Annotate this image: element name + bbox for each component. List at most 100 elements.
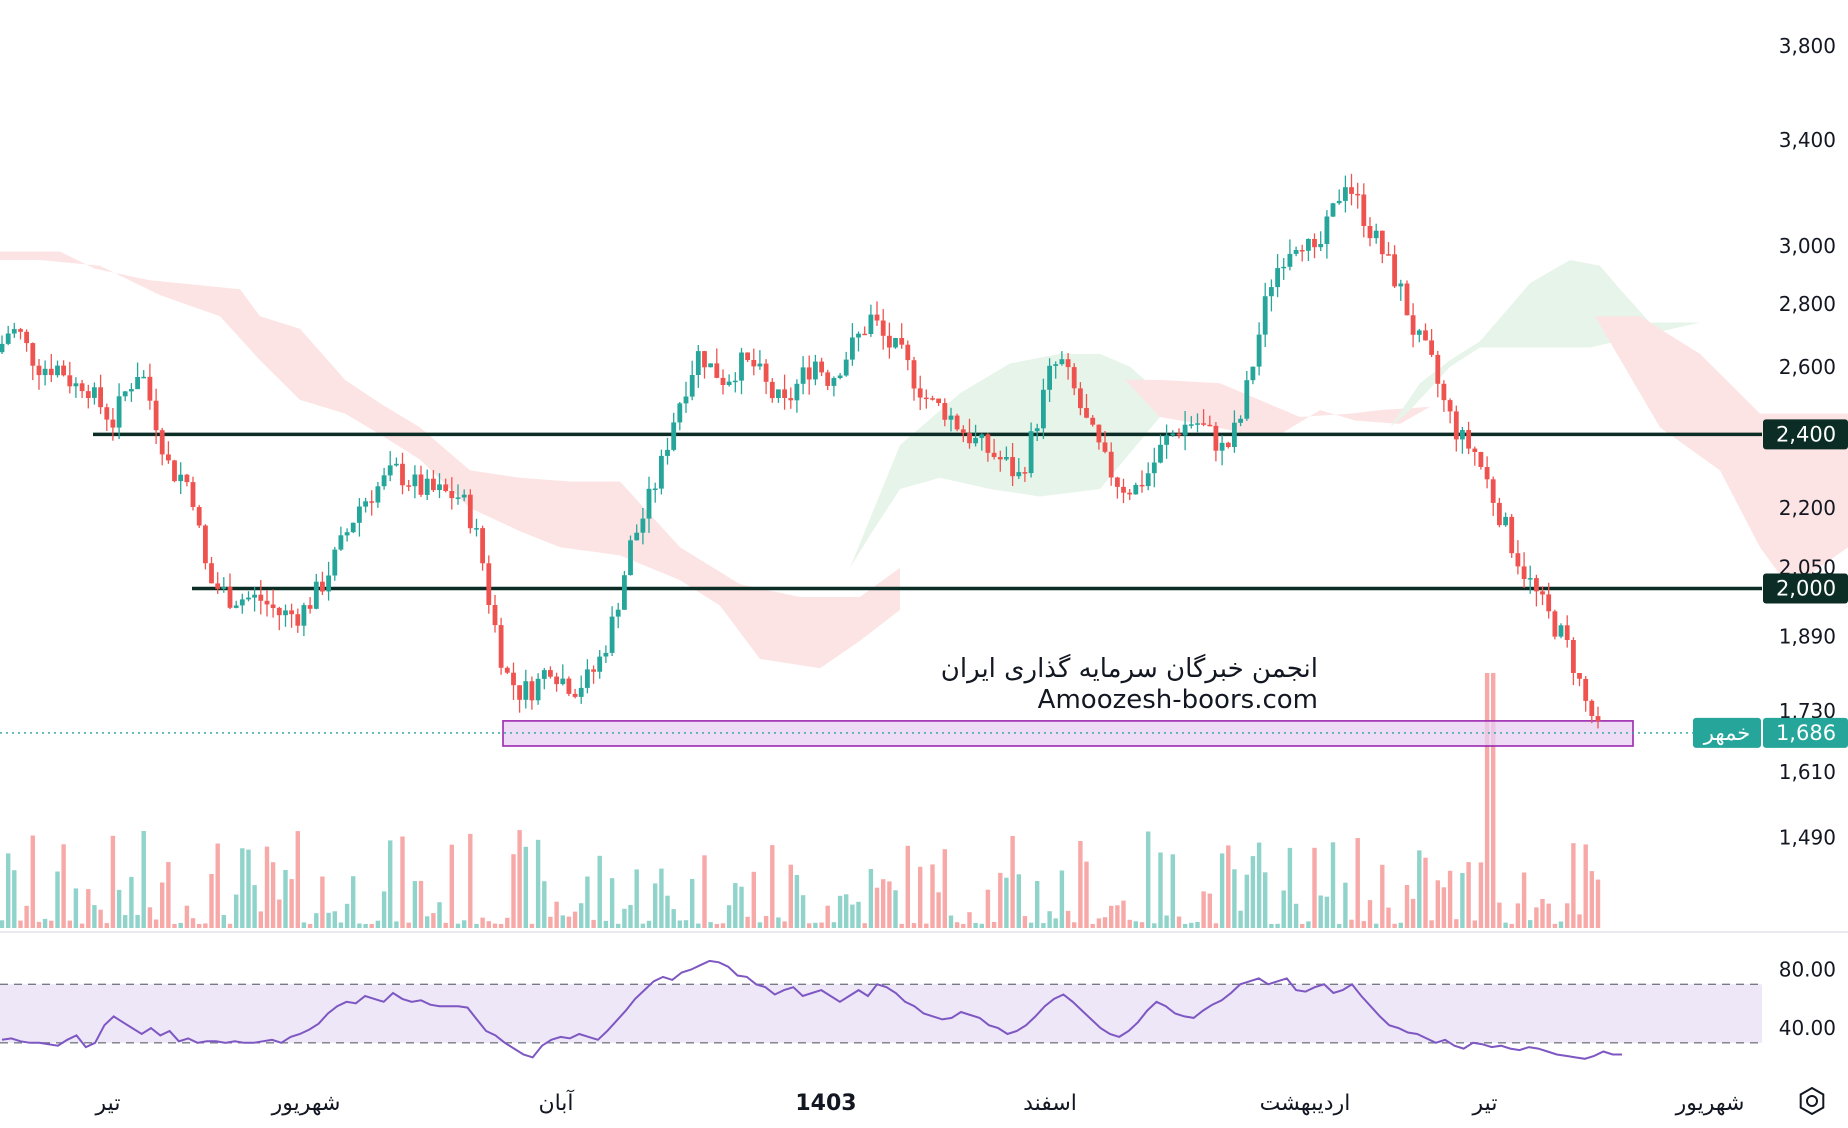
candle — [1410, 303, 1416, 348]
candle-body — [671, 422, 677, 450]
candle-body — [745, 352, 750, 360]
candle-body — [782, 389, 787, 398]
candle-body — [147, 376, 153, 401]
candle-body — [1392, 254, 1397, 287]
candle-body — [1004, 457, 1009, 460]
volume-bar — [184, 905, 190, 928]
candle — [806, 355, 812, 395]
candle-body — [856, 333, 861, 338]
candle — [1484, 456, 1490, 489]
horizontal-levels[interactable] — [93, 432, 1762, 591]
candle — [153, 388, 159, 444]
candle-body — [652, 488, 658, 490]
candle — [535, 673, 541, 705]
candle-body — [1404, 283, 1410, 316]
volume-bar — [794, 875, 800, 928]
volume-bar — [406, 922, 411, 928]
settings-icon[interactable] — [1799, 1086, 1825, 1116]
volume-bar — [585, 876, 590, 928]
candle — [252, 587, 257, 612]
candle — [394, 457, 399, 467]
candle — [960, 425, 966, 443]
candle — [1571, 637, 1576, 686]
volume-bar — [474, 923, 479, 928]
candle-body — [535, 678, 541, 701]
candlesticks[interactable] — [0, 173, 1601, 729]
candle-body — [1355, 193, 1361, 196]
candle-body — [1164, 435, 1169, 445]
candle — [1250, 366, 1256, 385]
volume-bar — [1552, 923, 1558, 928]
volume-bar — [572, 911, 578, 928]
candle — [1497, 497, 1502, 528]
price-tick-label: 1,490 — [1779, 825, 1836, 849]
volume-bar — [295, 831, 300, 928]
candle-body — [1318, 244, 1324, 248]
candle-body — [1102, 442, 1108, 452]
candle — [1534, 574, 1539, 607]
candle — [714, 348, 720, 379]
volume-bar — [351, 876, 356, 928]
candle-body — [424, 478, 430, 495]
volume-bar — [616, 923, 621, 928]
volume-bar — [73, 888, 79, 928]
candle — [1379, 230, 1385, 264]
time-axis: تیر شهریور آبان 1403 اسفند اردیبهشت تیر شهریور — [95, 1089, 1745, 1116]
volume-bar — [505, 917, 510, 928]
volume-bar — [850, 904, 855, 928]
candle-body — [850, 337, 855, 360]
candle-body — [1503, 516, 1508, 526]
candle — [585, 659, 590, 694]
volume-bar — [942, 849, 947, 928]
candle — [609, 606, 615, 656]
candle-body — [239, 599, 245, 606]
candle — [1133, 482, 1139, 495]
candle — [159, 427, 165, 466]
time-tick-label: آبان — [538, 1089, 574, 1116]
candle-body — [689, 375, 695, 397]
volume-bar — [1361, 921, 1366, 928]
candle — [1269, 279, 1274, 312]
candle-body — [603, 652, 609, 657]
candle — [1022, 466, 1028, 482]
candle — [640, 508, 646, 545]
candle — [905, 340, 911, 371]
candle-body — [1521, 566, 1527, 579]
volume-bars — [0, 673, 1601, 928]
candle — [1108, 442, 1114, 486]
candle — [418, 465, 424, 497]
volume-bar — [129, 876, 134, 928]
candle-body — [400, 463, 405, 486]
candle — [1213, 422, 1219, 462]
candle — [794, 379, 800, 413]
candle-body — [406, 485, 412, 487]
candle-body — [1540, 591, 1545, 595]
volume-bar — [104, 923, 109, 928]
volume-bar — [523, 846, 528, 928]
candle-body — [1158, 444, 1163, 463]
volume-bar — [628, 905, 633, 928]
volume-bar — [1139, 922, 1145, 928]
volume-bar — [1195, 922, 1200, 928]
candle-body — [739, 352, 744, 381]
volume-bar — [807, 923, 812, 928]
volume-bar — [6, 853, 11, 928]
volume-bar — [739, 886, 744, 928]
candle-body — [732, 380, 738, 383]
candle-body — [1010, 457, 1015, 477]
candle-body — [763, 363, 769, 382]
candle-body — [141, 376, 147, 379]
volume-bar — [215, 843, 220, 928]
rsi-tick-label: 80.00 — [1779, 958, 1836, 982]
watermark: انجمن خبرگان سرمایه گذاری ایران Amoozesh… — [941, 653, 1318, 715]
volume-bar — [998, 872, 1003, 928]
candle — [843, 351, 849, 377]
volume-bar — [1472, 920, 1477, 928]
candle — [1521, 552, 1527, 588]
candle — [264, 590, 270, 617]
candle-body — [1250, 366, 1256, 381]
volume-bar — [307, 924, 313, 928]
candle-body — [868, 314, 874, 334]
